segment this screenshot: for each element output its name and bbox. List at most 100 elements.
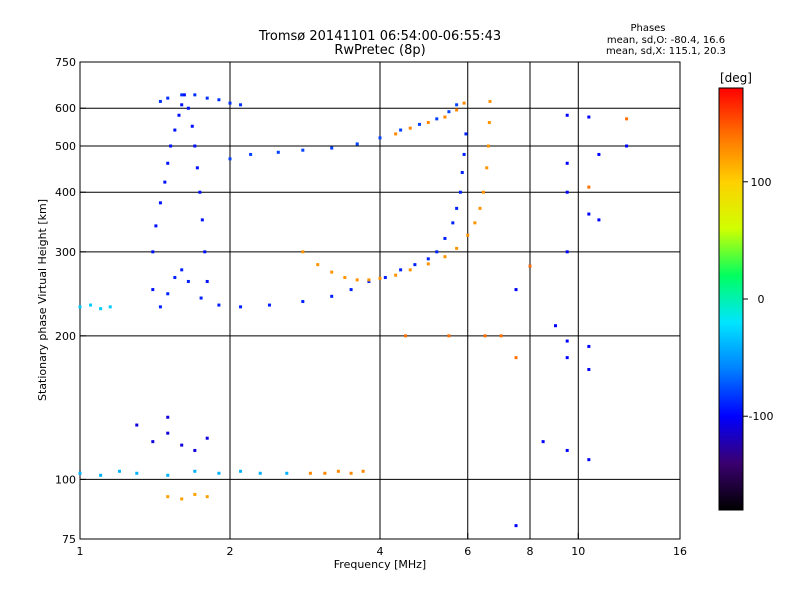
data-point bbox=[426, 262, 430, 266]
data-point bbox=[301, 250, 305, 254]
data-point bbox=[239, 469, 243, 473]
x-tick-label: 16 bbox=[673, 545, 687, 558]
data-point bbox=[565, 250, 569, 254]
data-point bbox=[625, 117, 629, 121]
data-point bbox=[186, 279, 190, 283]
data-point bbox=[478, 206, 482, 210]
data-point bbox=[195, 166, 199, 170]
y-tick-label: 400 bbox=[55, 186, 76, 199]
data-point bbox=[565, 161, 569, 165]
data-point bbox=[166, 292, 170, 296]
data-point bbox=[108, 305, 112, 309]
data-point bbox=[343, 276, 347, 280]
data-point bbox=[565, 356, 569, 360]
data-point bbox=[316, 263, 320, 267]
data-point bbox=[587, 212, 591, 216]
data-point bbox=[301, 148, 305, 152]
data-point bbox=[443, 236, 447, 240]
data-point bbox=[349, 288, 353, 292]
data-point bbox=[426, 121, 430, 125]
data-point bbox=[443, 115, 447, 119]
data-point bbox=[528, 264, 532, 268]
data-point bbox=[158, 201, 162, 205]
gridlines bbox=[80, 62, 680, 539]
data-points bbox=[78, 93, 629, 528]
colorbar-tick-label: 0 bbox=[758, 293, 765, 306]
data-point bbox=[330, 270, 334, 274]
data-point bbox=[182, 93, 186, 97]
data-point bbox=[435, 117, 439, 121]
data-point bbox=[514, 524, 518, 528]
data-point bbox=[597, 218, 601, 222]
data-point bbox=[205, 279, 209, 283]
data-point bbox=[399, 268, 403, 272]
data-point bbox=[151, 440, 155, 444]
y-tick-label: 200 bbox=[55, 330, 76, 343]
x-axis-label: Frequency [MHz] bbox=[334, 558, 426, 571]
data-point bbox=[158, 305, 162, 309]
data-point bbox=[378, 276, 382, 280]
data-point bbox=[217, 471, 221, 475]
data-point bbox=[408, 268, 412, 272]
data-point bbox=[193, 93, 197, 97]
data-point bbox=[154, 224, 158, 228]
data-point bbox=[89, 303, 93, 307]
data-point bbox=[173, 276, 177, 280]
data-point bbox=[99, 473, 103, 477]
data-point bbox=[99, 307, 103, 311]
data-point bbox=[205, 436, 209, 440]
data-point bbox=[193, 144, 197, 148]
y-axis-ticks: 75 100 200 300 400 500 600 750 bbox=[55, 56, 86, 546]
data-point bbox=[462, 152, 466, 156]
data-point bbox=[460, 170, 464, 174]
data-point bbox=[361, 469, 365, 473]
data-point bbox=[417, 122, 421, 126]
x-axis-ticks: 1 2 4 6 8 10 16 bbox=[77, 533, 687, 558]
data-point bbox=[249, 152, 253, 156]
data-point bbox=[394, 132, 398, 136]
colorbar-scale bbox=[718, 87, 744, 511]
data-point bbox=[367, 279, 371, 283]
data-point bbox=[565, 113, 569, 117]
data-point bbox=[455, 108, 459, 112]
data-point bbox=[403, 334, 407, 338]
data-point bbox=[587, 344, 591, 348]
data-point bbox=[193, 469, 197, 473]
x-tick-label: 4 bbox=[377, 545, 384, 558]
data-point bbox=[462, 101, 466, 105]
phase-header: Phases bbox=[630, 23, 665, 34]
data-point bbox=[447, 334, 451, 338]
data-point bbox=[597, 152, 601, 156]
data-point bbox=[301, 300, 305, 304]
data-point bbox=[485, 166, 489, 170]
data-point bbox=[481, 190, 485, 194]
colorbar-unit-label: [deg] bbox=[720, 71, 752, 85]
data-point bbox=[166, 96, 170, 100]
data-point bbox=[198, 190, 202, 194]
data-point bbox=[166, 495, 170, 499]
data-point bbox=[488, 99, 492, 103]
data-point bbox=[193, 448, 197, 452]
data-point bbox=[458, 190, 462, 194]
data-point bbox=[486, 144, 490, 148]
data-point bbox=[200, 218, 204, 222]
data-point bbox=[455, 103, 459, 107]
data-point bbox=[587, 185, 591, 189]
data-point bbox=[355, 278, 359, 282]
data-point bbox=[239, 305, 243, 309]
data-point bbox=[399, 128, 403, 132]
data-point bbox=[163, 180, 167, 184]
chart-title: Tromsø 20141101 06:54:00-06:55:43 bbox=[258, 29, 501, 44]
data-point bbox=[541, 440, 545, 444]
data-point bbox=[173, 128, 177, 132]
data-point bbox=[514, 288, 518, 292]
data-point bbox=[413, 263, 417, 267]
y-tick-label: 500 bbox=[55, 140, 76, 153]
data-point bbox=[435, 250, 439, 254]
y-tick-label: 600 bbox=[55, 102, 76, 115]
data-point bbox=[117, 469, 121, 473]
data-point bbox=[190, 124, 194, 128]
data-point bbox=[285, 471, 289, 475]
colorbar: [deg] 100 0 -100 bbox=[718, 71, 773, 511]
